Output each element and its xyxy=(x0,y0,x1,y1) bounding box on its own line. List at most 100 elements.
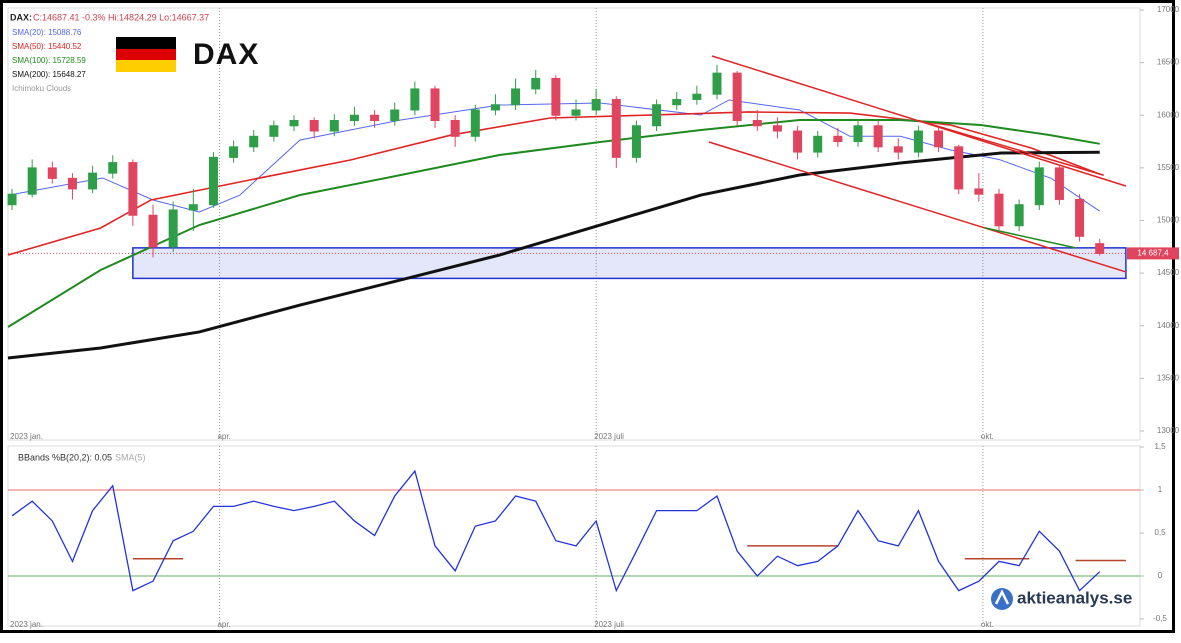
x-tick-label: okt. xyxy=(981,620,994,629)
watermark-icon-glyph xyxy=(994,589,1010,605)
candle-body xyxy=(974,188,984,195)
y-tick-label: -0,5 xyxy=(1153,614,1167,623)
candle-body xyxy=(349,114,359,122)
candle-body xyxy=(813,135,823,153)
candle-body xyxy=(470,109,480,137)
candle-body xyxy=(7,193,17,206)
candle-body xyxy=(128,162,138,216)
candle-body xyxy=(370,114,380,122)
candle-body xyxy=(893,146,903,153)
watermark-icon xyxy=(991,588,1013,610)
candle-body xyxy=(531,77,541,90)
legend-entry: SMA(20): 15088.76 xyxy=(12,28,82,37)
candle-body xyxy=(752,120,762,127)
indicator-title: BBands %B(20,2): 0.05 xyxy=(18,452,112,462)
candle-body xyxy=(249,135,259,148)
sma-line xyxy=(7,150,1100,360)
candle-body xyxy=(732,72,742,122)
last-price-tag xyxy=(1127,247,1179,260)
candle-body xyxy=(672,98,682,106)
candle-body xyxy=(410,88,420,111)
watermark: aktieanalys.se xyxy=(1017,588,1132,607)
candle-body xyxy=(611,98,621,158)
candle-body xyxy=(47,167,57,179)
candle-body xyxy=(1014,204,1024,227)
x-tick-label: okt. xyxy=(981,432,994,441)
y-tick-label: 13500 xyxy=(1157,373,1180,382)
flag-red xyxy=(116,49,176,60)
y-tick-label: 14500 xyxy=(1157,268,1180,277)
candle-body xyxy=(631,125,641,158)
candle-body xyxy=(490,104,500,111)
candle-body xyxy=(229,146,239,158)
candle-body xyxy=(551,77,561,116)
x-tick-label: 2023 juli xyxy=(594,432,624,441)
candle-body xyxy=(954,146,964,190)
x-tick-label: 2023 jan. xyxy=(10,432,43,441)
candle-body xyxy=(269,125,279,137)
y-tick-label: 15500 xyxy=(1157,163,1180,172)
quote-symbol: DAX: xyxy=(10,12,32,22)
y-tick-label: 0 xyxy=(1158,571,1163,580)
ichimoku-legend: Ichimoku Clouds xyxy=(12,84,71,93)
candle-body xyxy=(108,162,118,174)
x-tick-label: apr. xyxy=(217,432,230,441)
y-tick-label: 1 xyxy=(1158,485,1163,494)
candle-body xyxy=(934,130,944,148)
indicator-line xyxy=(11,469,1101,593)
candle-body xyxy=(652,104,662,127)
y-tick-label: 14000 xyxy=(1157,321,1180,330)
trend-line xyxy=(918,119,1104,176)
candle-body xyxy=(289,120,299,127)
y-tick-label: 13000 xyxy=(1157,426,1180,435)
candle-body xyxy=(88,172,98,190)
x-tick-label: apr. xyxy=(217,620,230,629)
candle-body xyxy=(913,130,923,153)
candle-body xyxy=(793,130,803,153)
candle-body xyxy=(772,125,782,132)
candle-body xyxy=(450,120,460,137)
candle-body xyxy=(188,204,198,211)
candle-body xyxy=(208,156,218,206)
y-tick-label: 15000 xyxy=(1157,216,1180,225)
trend-line xyxy=(708,141,1127,273)
flag-black xyxy=(116,37,176,49)
indicator-panel xyxy=(7,445,1141,627)
legend-entry: SMA(200): 15648.27 xyxy=(12,70,86,79)
y-tick-label: 16500 xyxy=(1157,58,1180,67)
candle-body xyxy=(1095,243,1105,254)
price-panel xyxy=(7,7,1141,441)
candle-body xyxy=(712,72,722,95)
candle-body xyxy=(833,135,843,143)
sma-line xyxy=(7,111,1101,256)
y-tick-label: 0,5 xyxy=(1154,528,1166,537)
candle-body xyxy=(1054,167,1064,200)
legend-entry: SMA(100): 15728.59 xyxy=(12,56,86,65)
candle-body xyxy=(329,120,339,132)
candle-body xyxy=(1075,198,1085,237)
candle-body xyxy=(27,167,37,195)
candle-body xyxy=(591,98,601,111)
x-tick-label: 2023 jan. xyxy=(10,620,43,629)
support-zone xyxy=(132,247,1127,280)
candle-body xyxy=(571,109,581,116)
x-tick-label: 2023 juli xyxy=(594,620,624,629)
candle-body xyxy=(853,125,863,143)
candle-body xyxy=(67,177,77,190)
candle-body xyxy=(1034,167,1044,206)
candle-body xyxy=(390,109,400,122)
last-price-label: 14 687,4 xyxy=(1137,249,1169,258)
sma-line xyxy=(7,118,1100,328)
legend-entry: SMA(50): 15440.52 xyxy=(12,42,82,51)
y-tick-label: 17000 xyxy=(1157,5,1180,14)
y-tick-label: 1,5 xyxy=(1154,442,1166,451)
logo-title: DAX xyxy=(193,38,259,71)
frame xyxy=(0,0,1175,633)
candle-body xyxy=(994,193,1004,227)
plot-layer: 13000 13500 14000 14500 15000 15500 16000 16500… xyxy=(7,5,1180,629)
candle-body xyxy=(309,120,319,132)
quote-text: C:14687.41 -0.3% Hi:14824.29 Lo:14667.37 xyxy=(33,12,209,22)
candle-body xyxy=(168,209,178,248)
